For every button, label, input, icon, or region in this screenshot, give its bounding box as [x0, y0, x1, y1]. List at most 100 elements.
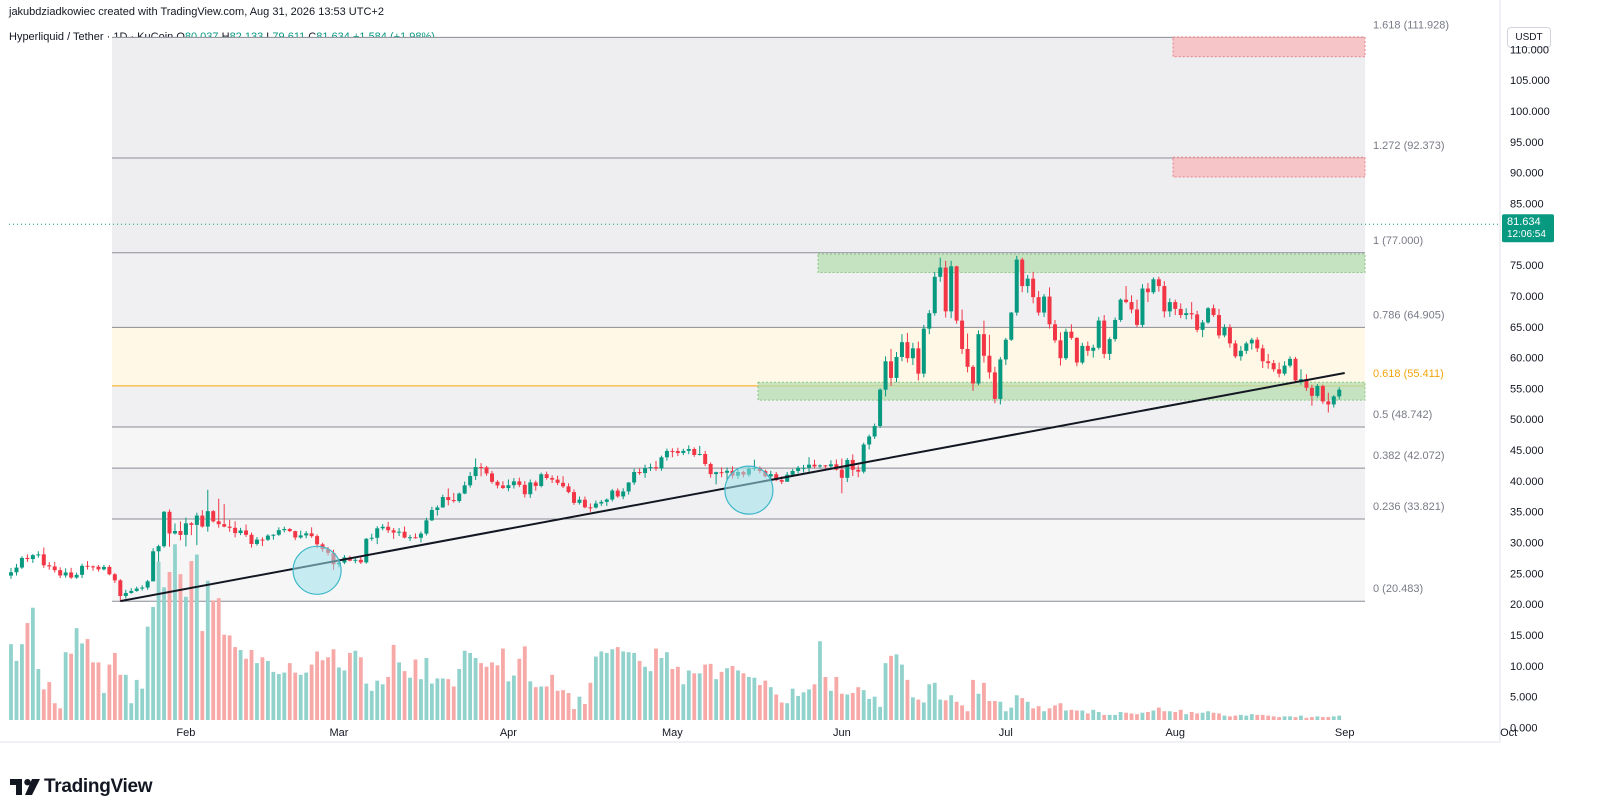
volume-bar	[304, 672, 309, 720]
chart-attribution: jakubdziadkowiec created with TradingVie…	[9, 6, 384, 18]
candle-body	[408, 537, 413, 539]
candle-body	[1107, 339, 1112, 354]
volume-bar	[1107, 714, 1112, 720]
current-price-tag	[1502, 214, 1554, 243]
candle-body	[1244, 343, 1249, 351]
volume-bar	[266, 660, 270, 720]
candle-body	[96, 566, 101, 570]
candle-body	[1091, 347, 1096, 351]
volume-bar	[818, 641, 822, 720]
candle-body	[582, 499, 587, 508]
price-tick-label: 40.000	[1510, 476, 1544, 488]
volume-bar	[1178, 709, 1183, 720]
candle-body	[446, 497, 451, 501]
volume-bar	[921, 702, 926, 720]
candle-body	[227, 526, 232, 528]
candle-body	[315, 536, 320, 545]
fib-band	[112, 426, 1365, 469]
candle-body	[1053, 324, 1058, 341]
volume-bar	[145, 626, 150, 720]
volume-bar	[140, 688, 145, 720]
volume-bar	[960, 705, 964, 720]
candle-body	[172, 531, 177, 534]
volume-bar	[337, 667, 341, 720]
volume-bar	[637, 660, 642, 720]
candle-body	[965, 348, 970, 367]
volume-bar	[1244, 715, 1249, 720]
candle-body	[364, 538, 369, 563]
time-tick-label: Oct	[1500, 727, 1517, 739]
volume-bar	[889, 655, 893, 720]
candle-body	[1260, 348, 1265, 362]
volume-bar	[424, 658, 429, 720]
candle-body	[577, 499, 582, 503]
candle-body	[1042, 296, 1047, 313]
volume-bar	[714, 679, 719, 720]
volume-bar	[692, 673, 697, 720]
volume-bar	[599, 651, 604, 720]
volume-bar	[801, 692, 806, 720]
price-tick-label: 30.000	[1510, 538, 1544, 550]
candle-body	[1216, 315, 1221, 336]
candle-body	[971, 366, 976, 384]
volume-bar	[74, 628, 79, 720]
volume-bar	[1074, 710, 1079, 720]
volume-bar	[63, 652, 68, 720]
volume-bar	[1091, 709, 1096, 720]
volume-bar	[550, 674, 555, 720]
volume-bar	[216, 598, 221, 720]
currency-selector[interactable]: USDT	[1507, 27, 1551, 48]
volume-bar	[1113, 714, 1118, 720]
candle-body	[85, 565, 90, 567]
candle-body	[725, 470, 730, 473]
candle-body	[943, 267, 948, 312]
volume-bar	[807, 689, 811, 720]
candle-body	[189, 523, 194, 525]
candle-body	[670, 450, 675, 452]
price-tick-label: 45.000	[1510, 445, 1544, 457]
candle-body	[899, 342, 904, 357]
candle-body	[987, 355, 992, 373]
volume-bar	[358, 657, 363, 720]
fib-band	[112, 327, 1365, 386]
volume-bar	[916, 699, 921, 720]
candle-body	[785, 474, 790, 482]
currency-label: USDT	[1515, 32, 1543, 43]
volume-bar	[287, 663, 292, 720]
candle-body	[697, 454, 702, 456]
volume-bar	[1118, 711, 1123, 720]
candle-body	[528, 482, 533, 495]
volume-bar	[741, 673, 746, 720]
price-tick-label: 55.000	[1510, 383, 1544, 395]
volume-bar	[1337, 715, 1342, 720]
volume-bar	[675, 666, 680, 720]
candle-body	[566, 486, 571, 493]
price-tick-label: 50.000	[1510, 414, 1544, 426]
volume-bar	[1315, 716, 1320, 720]
candle-body	[101, 566, 106, 570]
volume-bar	[25, 623, 30, 720]
volume-bar	[867, 698, 872, 720]
candle-body	[380, 526, 385, 529]
fib-label: 1.272 (92.373)	[1373, 140, 1445, 152]
volume-bar	[615, 647, 620, 720]
volume-bar	[162, 587, 166, 720]
volume-bar	[648, 671, 653, 720]
candle-body	[1309, 387, 1314, 396]
volume-bar	[413, 659, 418, 720]
candle-body	[664, 450, 669, 458]
volume-bar	[326, 657, 330, 720]
volume-bar	[861, 690, 866, 720]
volume-bar	[643, 666, 647, 720]
price-tick-label: 15.000	[1510, 630, 1544, 642]
volume-bar	[566, 693, 571, 720]
candle-body	[1085, 345, 1090, 351]
candle-body	[41, 554, 46, 566]
candle-body	[1074, 337, 1079, 363]
volume-bar	[1184, 714, 1189, 720]
supply-zone	[1172, 156, 1366, 178]
volume-bar	[593, 656, 598, 720]
candle-body	[107, 566, 112, 575]
tradingview-logo[interactable]: TradingView	[10, 776, 153, 798]
